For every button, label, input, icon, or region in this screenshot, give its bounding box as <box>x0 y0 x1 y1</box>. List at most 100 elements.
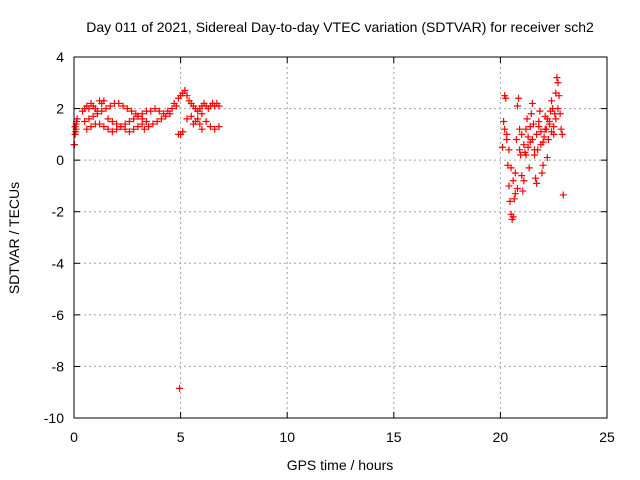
data-point <box>140 125 148 133</box>
data-point <box>147 107 155 115</box>
data-point <box>96 120 104 128</box>
data-point <box>104 125 112 133</box>
data-point <box>100 97 108 105</box>
data-point <box>509 213 517 221</box>
data-point <box>544 136 552 144</box>
data-point <box>535 117 543 125</box>
plot-area-border <box>73 56 608 419</box>
data-point <box>81 117 89 125</box>
data-point <box>170 99 178 107</box>
data-point <box>539 161 547 169</box>
data-point <box>506 197 514 205</box>
data-point <box>525 164 533 172</box>
data-point <box>533 130 541 138</box>
data-point <box>523 115 531 123</box>
data-point <box>503 136 511 144</box>
data-point <box>502 94 510 102</box>
series-0 <box>70 87 223 149</box>
data-point <box>85 105 93 113</box>
data-point <box>104 115 112 123</box>
data-point <box>522 125 530 133</box>
data-point <box>554 105 562 113</box>
data-point <box>138 120 146 128</box>
series-2 <box>499 74 567 223</box>
data-point <box>499 143 507 151</box>
data-point <box>125 117 133 125</box>
data-point <box>198 110 206 118</box>
data-point <box>507 164 515 172</box>
data-point <box>121 125 129 133</box>
x-tick-label: 10 <box>279 429 295 445</box>
data-point <box>102 105 110 113</box>
data-point <box>151 105 159 113</box>
data-point <box>142 117 150 125</box>
data-point <box>539 138 547 146</box>
data-point <box>130 115 138 123</box>
data-point <box>548 97 556 105</box>
data-point <box>176 384 184 392</box>
data-point <box>128 107 136 115</box>
data-point <box>192 117 200 125</box>
data-points-layer <box>70 74 567 392</box>
data-point <box>516 125 524 133</box>
data-point <box>106 102 114 110</box>
data-point <box>98 107 106 115</box>
grid-layer <box>74 57 607 418</box>
data-point <box>550 123 558 131</box>
y-tick-label: 2 <box>56 101 64 117</box>
data-point <box>87 123 95 131</box>
data-point <box>83 125 91 133</box>
data-point <box>543 154 551 162</box>
y-tick-label: 4 <box>56 49 64 65</box>
data-point <box>138 110 146 118</box>
data-point <box>149 120 157 128</box>
data-point <box>554 79 562 87</box>
data-point <box>555 92 563 100</box>
data-point <box>123 105 131 113</box>
y-axis-label: SDTVAR / TECUs <box>6 182 22 294</box>
data-point <box>206 123 214 131</box>
y-tick-label: 0 <box>56 152 64 168</box>
x-tick-label: 15 <box>386 429 402 445</box>
data-point <box>516 146 524 154</box>
data-point <box>536 107 544 115</box>
data-point <box>115 99 123 107</box>
data-point <box>556 110 564 118</box>
data-point <box>145 123 153 131</box>
data-point <box>183 115 191 123</box>
data-point <box>557 125 565 133</box>
data-point <box>168 105 176 113</box>
data-point <box>215 123 223 131</box>
data-point <box>543 115 551 123</box>
x-tick-label: 5 <box>177 429 185 445</box>
data-point <box>117 123 125 131</box>
data-point <box>559 191 567 199</box>
data-point <box>198 125 206 133</box>
data-point <box>518 130 526 138</box>
data-point <box>155 107 163 115</box>
data-point <box>211 125 219 133</box>
data-point <box>558 130 566 138</box>
data-point <box>540 133 548 141</box>
data-point <box>537 128 545 136</box>
y-tick-label: -8 <box>52 358 65 374</box>
data-point <box>183 92 191 100</box>
data-point <box>113 120 121 128</box>
series-1 <box>176 384 184 392</box>
data-point <box>515 94 523 102</box>
data-point <box>532 174 540 182</box>
data-point <box>509 177 517 185</box>
data-point <box>153 117 161 125</box>
data-point <box>512 136 520 144</box>
chart-title: Day 011 of 2021, Sidereal Day-to-day VTE… <box>86 19 594 35</box>
data-point <box>520 177 528 185</box>
data-point <box>520 141 528 149</box>
x-axis-label: GPS time / hours <box>287 457 394 473</box>
x-tick-label: 25 <box>599 429 615 445</box>
data-point <box>500 117 508 125</box>
data-point <box>553 74 561 82</box>
data-point <box>528 136 536 144</box>
data-point <box>166 110 174 118</box>
data-point <box>215 102 223 110</box>
